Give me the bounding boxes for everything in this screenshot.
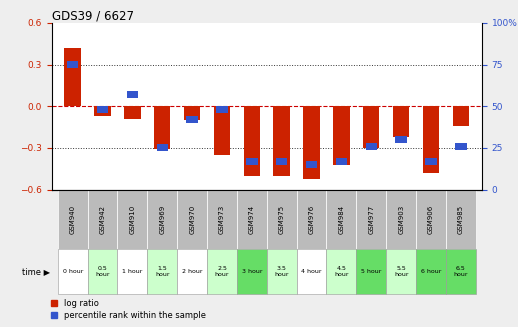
Bar	[333, 106, 350, 165]
Bar	[455, 143, 467, 150]
Bar	[207, 249, 237, 294]
Bar	[217, 106, 227, 113]
Text: 0.5
hour: 0.5 hour	[95, 266, 110, 277]
Text: GSM973: GSM973	[219, 204, 225, 234]
Bar	[326, 249, 356, 294]
Bar	[124, 106, 140, 119]
Bar	[416, 190, 446, 249]
Bar	[88, 249, 118, 294]
Text: GSM970: GSM970	[189, 204, 195, 234]
Bar	[237, 249, 267, 294]
Bar	[186, 116, 198, 123]
Bar	[363, 106, 380, 148]
Bar	[297, 249, 326, 294]
Bar	[297, 190, 326, 249]
Bar	[88, 190, 118, 249]
Bar	[446, 249, 476, 294]
Text: GSM977: GSM977	[368, 204, 375, 234]
Bar	[425, 158, 437, 165]
Bar	[304, 106, 320, 179]
Bar	[306, 161, 317, 168]
Bar	[156, 145, 168, 151]
Bar	[276, 158, 287, 165]
Bar	[118, 190, 147, 249]
Text: GSM969: GSM969	[159, 204, 165, 234]
Text: GSM974: GSM974	[249, 204, 255, 234]
Bar	[366, 143, 377, 150]
Text: 4 hour: 4 hour	[301, 269, 322, 274]
Text: 1 hour: 1 hour	[122, 269, 142, 274]
Text: GSM975: GSM975	[279, 204, 285, 234]
Bar	[177, 190, 207, 249]
Text: GSM984: GSM984	[338, 204, 344, 234]
Bar	[177, 249, 207, 294]
Bar	[395, 136, 407, 143]
Text: 4.5
hour: 4.5 hour	[334, 266, 349, 277]
Text: GSM903: GSM903	[398, 204, 404, 234]
Text: GSM906: GSM906	[428, 204, 434, 234]
Bar	[356, 190, 386, 249]
Bar	[423, 106, 439, 173]
Bar	[274, 106, 290, 176]
Text: 1.5
hour: 1.5 hour	[155, 266, 169, 277]
Bar	[147, 190, 177, 249]
Bar	[118, 249, 147, 294]
Text: 6.5
hour: 6.5 hour	[454, 266, 468, 277]
Bar	[416, 249, 446, 294]
Text: 5 hour: 5 hour	[361, 269, 381, 274]
Bar	[207, 190, 237, 249]
Bar	[267, 249, 297, 294]
Bar	[453, 106, 469, 126]
Text: 6 hour: 6 hour	[421, 269, 441, 274]
Bar	[336, 158, 347, 165]
Bar	[58, 249, 88, 294]
Text: GSM910: GSM910	[130, 204, 135, 234]
Bar	[393, 106, 409, 137]
Bar	[386, 249, 416, 294]
Bar	[127, 91, 138, 98]
Bar	[237, 190, 267, 249]
Bar	[246, 158, 257, 165]
Bar	[267, 190, 297, 249]
Text: GSM940: GSM940	[70, 204, 76, 234]
Bar	[356, 249, 386, 294]
Text: 3 hour: 3 hour	[241, 269, 262, 274]
Bar	[326, 190, 356, 249]
Text: GSM976: GSM976	[309, 204, 314, 234]
Text: time ▶: time ▶	[22, 267, 50, 276]
Text: 2.5
hour: 2.5 hour	[215, 266, 229, 277]
Bar	[446, 190, 476, 249]
Legend: log ratio, percentile rank within the sample: log ratio, percentile rank within the sa…	[51, 299, 206, 319]
Bar	[184, 106, 200, 120]
Bar	[64, 48, 81, 106]
Bar	[147, 249, 177, 294]
Text: 0 hour: 0 hour	[63, 269, 83, 274]
Bar	[154, 106, 170, 149]
Bar	[94, 106, 111, 116]
Bar	[97, 106, 108, 113]
Text: 5.5
hour: 5.5 hour	[394, 266, 408, 277]
Bar	[214, 106, 230, 155]
Text: 3.5
hour: 3.5 hour	[275, 266, 289, 277]
Text: GDS39 / 6627: GDS39 / 6627	[52, 10, 134, 23]
Text: 2 hour: 2 hour	[182, 269, 203, 274]
Text: GSM942: GSM942	[99, 205, 106, 233]
Bar	[386, 190, 416, 249]
Bar	[67, 61, 78, 68]
Bar	[243, 106, 260, 176]
Bar	[58, 190, 88, 249]
Text: GSM985: GSM985	[458, 204, 464, 234]
